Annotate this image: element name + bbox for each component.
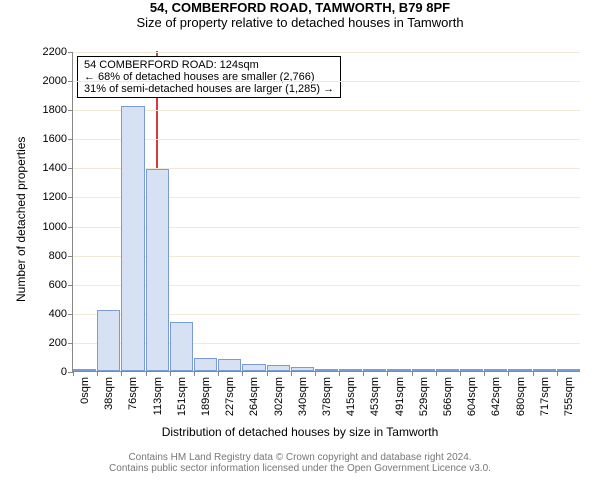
callout-line: 31% of semi-detached houses are larger (… — [84, 83, 334, 95]
x-tick-mark — [146, 371, 147, 376]
x-tick-mark — [484, 371, 485, 376]
y-tick-label: 1000 — [43, 221, 73, 233]
x-tick-mark — [170, 371, 171, 376]
x-tick-label: 604sqm — [466, 377, 478, 416]
histogram-bar — [508, 369, 531, 371]
x-tick-mark — [339, 371, 340, 376]
x-tick-mark — [436, 371, 437, 376]
histogram-bar — [339, 369, 362, 371]
histogram-bar — [291, 367, 314, 371]
y-tick-label: 600 — [49, 279, 73, 291]
x-tick-mark — [97, 371, 98, 376]
y-tick-label: 0 — [61, 366, 73, 378]
y-tick-label: 1600 — [43, 133, 73, 145]
x-tick-mark — [387, 371, 388, 376]
x-tick-label: 0sqm — [79, 377, 91, 404]
x-tick-label: 38sqm — [103, 377, 115, 410]
x-tick-label: 227sqm — [224, 377, 236, 416]
callout-line: 54 COMBERFORD ROAD: 124sqm — [84, 59, 334, 71]
y-tick-label: 1400 — [43, 162, 73, 174]
x-tick-label: 491sqm — [394, 377, 406, 416]
x-tick-mark — [267, 371, 268, 376]
histogram-bar — [533, 369, 556, 371]
histogram-bar — [484, 369, 507, 371]
x-tick-label: 680sqm — [515, 377, 527, 416]
property-callout-box: 54 COMBERFORD ROAD: 124sqm ← 68% of deta… — [77, 56, 341, 98]
histogram-bar — [121, 106, 144, 371]
x-tick-mark — [412, 371, 413, 376]
x-tick-mark — [242, 371, 243, 376]
x-tick-label: 755sqm — [563, 377, 575, 416]
y-axis-label: Number of detached properties — [14, 137, 28, 302]
y-tick-label: 200 — [49, 337, 73, 349]
histogram-bar — [557, 369, 580, 371]
histogram-bar — [267, 365, 290, 371]
y-gridline — [73, 110, 580, 111]
x-tick-label: 566sqm — [442, 377, 454, 416]
footer-line: Contains HM Land Registry data © Crown c… — [0, 452, 600, 463]
histogram-bar — [73, 369, 96, 371]
histogram-bar — [97, 310, 120, 371]
x-tick-mark — [121, 371, 122, 376]
x-tick-label: 415sqm — [345, 377, 357, 416]
histogram-bar — [460, 369, 483, 371]
y-gridline — [73, 52, 580, 53]
histogram-bar — [194, 358, 217, 371]
x-tick-label: 378sqm — [321, 377, 333, 416]
x-tick-label: 151sqm — [176, 377, 188, 416]
histogram-bar — [170, 322, 193, 371]
histogram-bar — [315, 369, 338, 371]
x-tick-mark — [508, 371, 509, 376]
y-gridline — [73, 139, 580, 140]
y-tick-label: 2000 — [43, 75, 73, 87]
histogram-bar — [436, 369, 459, 371]
x-tick-mark — [557, 371, 558, 376]
histogram-bar — [363, 369, 386, 371]
y-tick-label: 800 — [49, 250, 73, 262]
x-axis-label: Distribution of detached houses by size … — [0, 425, 600, 439]
x-tick-mark — [315, 371, 316, 376]
y-tick-label: 1800 — [43, 104, 73, 116]
x-tick-label: 453sqm — [369, 377, 381, 416]
y-tick-label: 2200 — [43, 46, 73, 58]
x-tick-label: 189sqm — [200, 377, 212, 416]
histogram-bar — [146, 169, 169, 371]
x-tick-mark — [460, 371, 461, 376]
x-tick-mark — [291, 371, 292, 376]
x-tick-label: 76sqm — [127, 377, 139, 410]
histogram-bar — [387, 369, 410, 371]
footer-line: Contains public sector information licen… — [0, 463, 600, 474]
y-tick-label: 1200 — [43, 191, 73, 203]
chart-title: 54, COMBERFORD ROAD, TAMWORTH, B79 8PF — [0, 0, 600, 15]
x-tick-mark — [218, 371, 219, 376]
x-tick-label: 113sqm — [152, 377, 164, 415]
x-tick-mark — [194, 371, 195, 376]
x-tick-label: 340sqm — [297, 377, 309, 416]
x-tick-label: 529sqm — [418, 377, 430, 416]
chart-subtitle: Size of property relative to detached ho… — [0, 15, 600, 30]
x-tick-mark — [73, 371, 74, 376]
histogram-bar — [218, 359, 241, 371]
histogram-bar — [242, 364, 265, 371]
x-tick-label: 717sqm — [539, 377, 551, 416]
histogram-bar — [412, 369, 435, 371]
y-gridline — [73, 81, 580, 82]
x-tick-label: 642sqm — [490, 377, 502, 416]
attribution-footer: Contains HM Land Registry data © Crown c… — [0, 452, 600, 474]
chart-plot-area: 54 COMBERFORD ROAD: 124sqm ← 68% of deta… — [72, 52, 580, 372]
x-tick-mark — [363, 371, 364, 376]
x-tick-mark — [533, 371, 534, 376]
y-tick-label: 400 — [49, 308, 73, 320]
x-tick-label: 264sqm — [248, 377, 260, 416]
x-tick-label: 302sqm — [273, 377, 285, 416]
